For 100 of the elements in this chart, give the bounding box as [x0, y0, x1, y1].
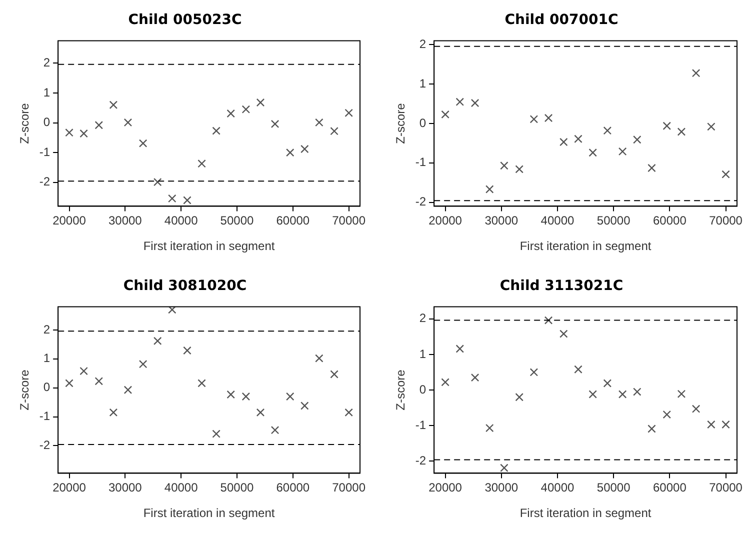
y-tick-label: -1: [415, 155, 426, 170]
x-tick-label: 40000: [540, 214, 574, 228]
point: [65, 128, 74, 137]
x-axis-title: First iteration in segment: [143, 239, 276, 254]
x-tick-label: 50000: [220, 480, 254, 495]
point: [588, 390, 597, 398]
chart-title: Child 005023C: [128, 12, 242, 28]
y-axis-title: Z-score: [394, 102, 408, 144]
y-tick-label: 1: [419, 346, 426, 361]
point: [226, 390, 235, 399]
point: [544, 114, 553, 122]
point: [633, 136, 642, 144]
point: [330, 370, 338, 378]
point: [109, 100, 118, 110]
point: [485, 424, 494, 432]
y-axis-title: Z-score: [18, 369, 32, 410]
x-tick-label: 20000: [52, 214, 86, 228]
point: [707, 420, 716, 429]
point: [574, 365, 582, 374]
point: [500, 162, 508, 170]
y-tick-label: 1: [419, 76, 426, 90]
x-axis-title: First iteration in segment: [520, 239, 652, 254]
x-tick-label: 70000: [709, 480, 743, 495]
x-tick-label: 50000: [596, 214, 631, 228]
point: [256, 98, 265, 107]
x-tick-label: 50000: [220, 214, 254, 228]
point: [633, 388, 642, 396]
point: [109, 408, 118, 417]
point: [515, 165, 524, 174]
x-tick-label: 60000: [276, 214, 310, 228]
point: [212, 430, 220, 438]
x-tick-label: 70000: [332, 480, 366, 495]
point: [124, 386, 132, 394]
point: [722, 420, 730, 429]
x-tick-label: 30000: [108, 214, 142, 228]
point: [286, 392, 294, 401]
y-tick-label: -1: [415, 418, 426, 432]
point: [722, 170, 730, 178]
point: [330, 126, 338, 136]
y-axis-title: Z-score: [394, 369, 408, 410]
y-tick-label: 0: [419, 116, 426, 130]
x-axis-title: First iteration in segment: [143, 506, 276, 520]
point: [138, 360, 148, 368]
point: [124, 118, 132, 127]
y-tick-label: 1: [43, 85, 50, 100]
x-tick-label: 60000: [276, 480, 310, 495]
y-tick-label: -2: [39, 438, 50, 452]
point: [344, 108, 353, 118]
point: [168, 194, 176, 203]
point: [560, 138, 568, 146]
point: [80, 366, 88, 376]
y-tick-label: -2: [415, 453, 426, 468]
point: [138, 139, 148, 148]
x-tick-label: 40000: [164, 214, 198, 228]
point: [574, 134, 582, 143]
y-tick-label: -1: [39, 409, 50, 424]
point: [168, 306, 176, 314]
y-axis-title: Z-score: [18, 102, 32, 144]
point: [300, 402, 309, 410]
x-tick-label: 60000: [652, 480, 687, 495]
y-tick-label: 0: [43, 380, 50, 394]
point: [344, 408, 353, 417]
point: [692, 404, 700, 413]
y-tick-label: 0: [419, 382, 426, 396]
point: [530, 115, 538, 124]
point: [560, 330, 568, 338]
point: [242, 105, 250, 114]
point: [470, 373, 480, 382]
point: [588, 148, 597, 157]
x-tick-label: 20000: [52, 480, 86, 495]
point: [198, 159, 206, 168]
point: [94, 121, 104, 130]
y-tick-label: -2: [415, 194, 426, 209]
point: [198, 379, 206, 388]
point: [485, 185, 494, 194]
y-tick-label: 0: [43, 115, 50, 130]
point: [500, 464, 508, 472]
x-tick-label: 30000: [484, 480, 518, 495]
x-tick-label: 20000: [428, 214, 462, 228]
x-tick-label: 40000: [540, 480, 574, 495]
point: [677, 390, 686, 398]
point: [183, 196, 192, 204]
point: [286, 148, 294, 157]
x-tick-label: 60000: [652, 214, 687, 228]
x-tick-label: 50000: [596, 480, 631, 495]
x-tick-label: 70000: [332, 214, 366, 228]
point: [648, 424, 656, 433]
point: [153, 336, 162, 346]
chart-title: Child 007001C: [504, 12, 618, 28]
point: [242, 392, 250, 401]
chart-title: Child 3081020C: [123, 278, 247, 294]
point: [618, 390, 627, 398]
y-tick-label: -1: [39, 144, 50, 159]
point: [662, 122, 672, 130]
point: [530, 368, 538, 376]
point: [515, 392, 524, 402]
point: [212, 126, 220, 135]
point: [603, 379, 612, 388]
x-tick-label: 30000: [484, 214, 518, 228]
x-tick-label: 70000: [709, 214, 743, 228]
